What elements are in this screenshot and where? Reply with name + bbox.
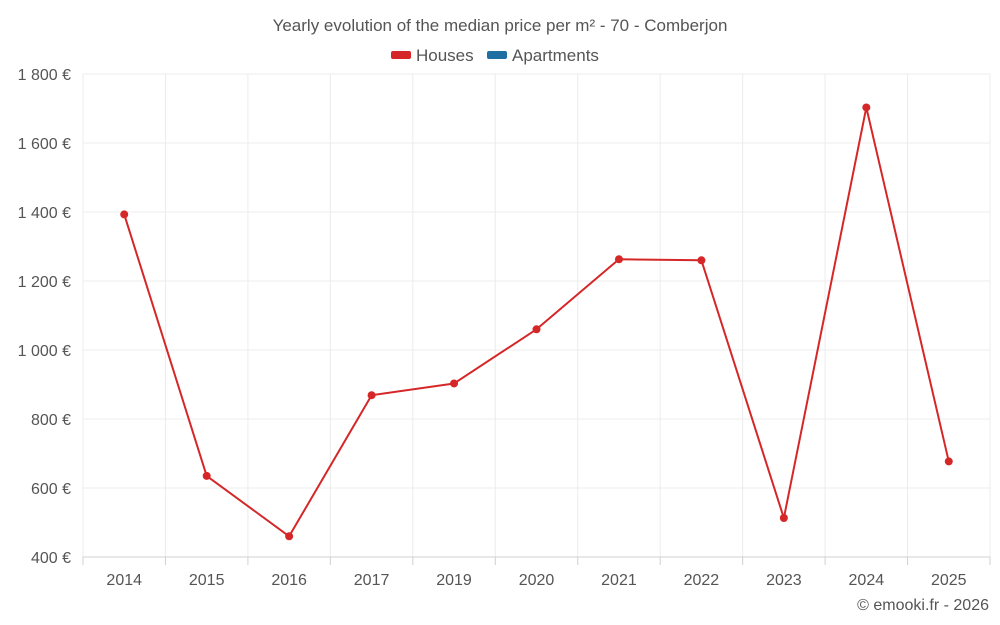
data-point-houses[interactable] [779,514,788,523]
data-point-houses[interactable] [367,391,376,400]
data-point-houses[interactable] [450,379,459,388]
chart-title: Yearly evolution of the median price per… [273,16,728,35]
data-point-houses[interactable] [697,256,706,265]
data-point-houses[interactable] [532,325,541,334]
legend-label-apartments: Apartments [512,46,599,65]
x-axis: 2014 2015 2016 2017 2019 2020 2021 2022 2023 2024… [82,556,991,589]
data-point-houses[interactable] [285,532,294,541]
x-tick-label: 2021 [601,572,637,589]
legend-swatch-houses [391,51,411,59]
x-tick-label: 2024 [849,572,885,589]
series-houses [120,103,953,541]
credit-text: © emooki.fr - 2026 [857,597,989,614]
y-axis: 400 € 600 € 800 € 1 000 € 1 200 € 1 400 € 1 60… [18,67,71,567]
y-tick-label: 800 € [31,412,71,429]
data-point-houses[interactable] [944,457,953,466]
y-tick-label: 600 € [31,481,71,498]
legend-label-houses: Houses [416,46,474,65]
legend: Houses Apartments [391,46,599,65]
x-tick-label: 2016 [271,572,307,589]
x-tick-label: 2015 [189,572,225,589]
x-tick-label: 2022 [684,572,720,589]
data-point-houses[interactable] [120,210,129,219]
x-tick-label: 2019 [436,572,472,589]
y-tick-label: 1 200 € [18,274,71,291]
gridlines [82,73,991,557]
x-tick-label: 2017 [354,572,390,589]
y-tick-label: 1 000 € [18,343,71,360]
data-point-houses[interactable] [614,255,623,264]
y-tick-label: 1 800 € [18,67,71,84]
y-tick-label: 400 € [31,550,71,567]
x-tick-label: 2025 [931,572,967,589]
x-tick-label: 2023 [766,572,802,589]
legend-swatch-apartments [487,51,507,59]
data-point-houses[interactable] [862,103,871,112]
legend-item-apartments[interactable]: Apartments [487,46,599,65]
x-tick-label: 2020 [519,572,555,589]
data-point-houses[interactable] [202,471,211,480]
y-tick-label: 1 400 € [18,205,71,222]
x-tick-label: 2014 [106,572,142,589]
y-tick-label: 1 600 € [18,136,71,153]
legend-item-houses[interactable]: Houses [391,46,474,65]
